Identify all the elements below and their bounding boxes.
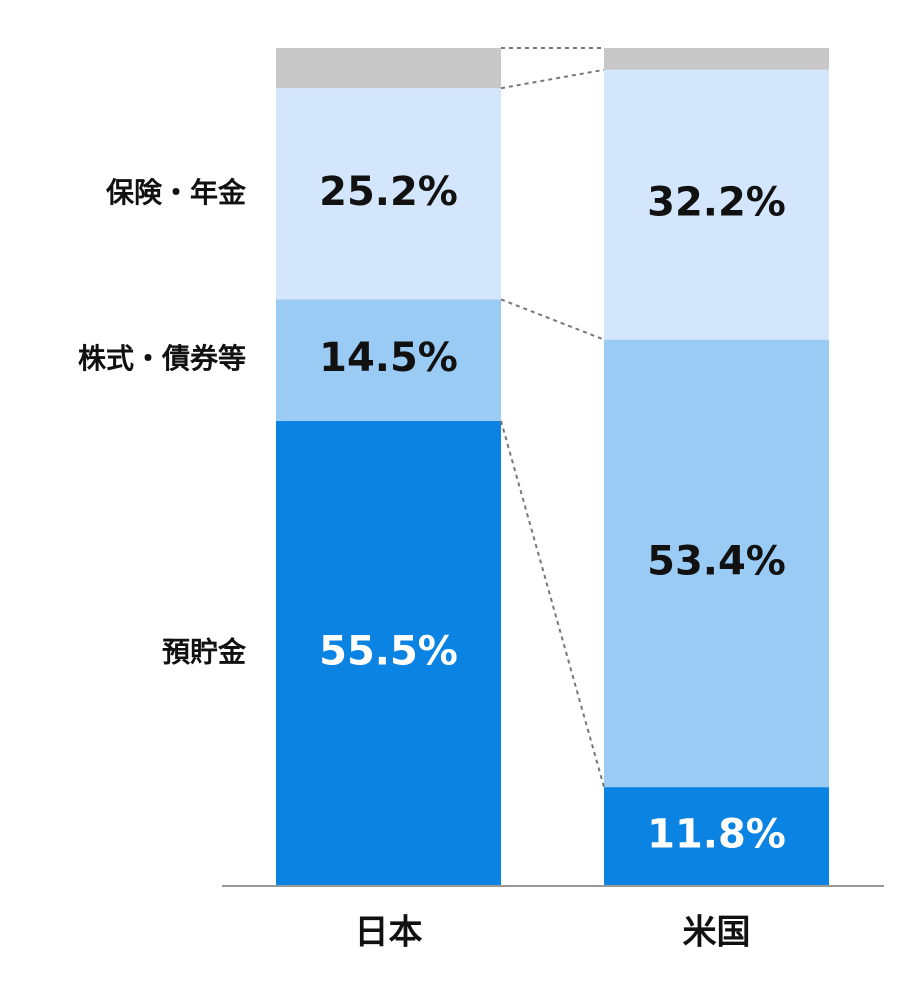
bar-segment: [604, 48, 829, 70]
bar-segment: [276, 420, 501, 886]
connector: [500, 298, 605, 341]
connector: [500, 420, 605, 788]
value-label: 14.5%: [319, 335, 458, 381]
value-label: 55.5%: [319, 628, 458, 674]
x-tick-label: 日本: [355, 913, 423, 953]
value-label: 11.8%: [647, 812, 786, 858]
series-label: 株式・債券等: [78, 342, 246, 375]
bar-segment: [276, 48, 501, 89]
bar-segment: [276, 88, 501, 300]
value-label: 25.2%: [319, 169, 458, 215]
value-label: 32.2%: [647, 180, 786, 226]
bar-segment: [604, 787, 829, 886]
bar-segment: [604, 339, 829, 788]
bar-segment: [604, 69, 829, 340]
bar-segment: [276, 299, 501, 421]
connector: [500, 68, 605, 90]
series-label: 保険・年金: [106, 176, 247, 209]
series-label: 預貯金: [162, 635, 247, 668]
value-label: 53.4%: [647, 538, 786, 584]
x-tick-label: 米国: [683, 913, 751, 953]
